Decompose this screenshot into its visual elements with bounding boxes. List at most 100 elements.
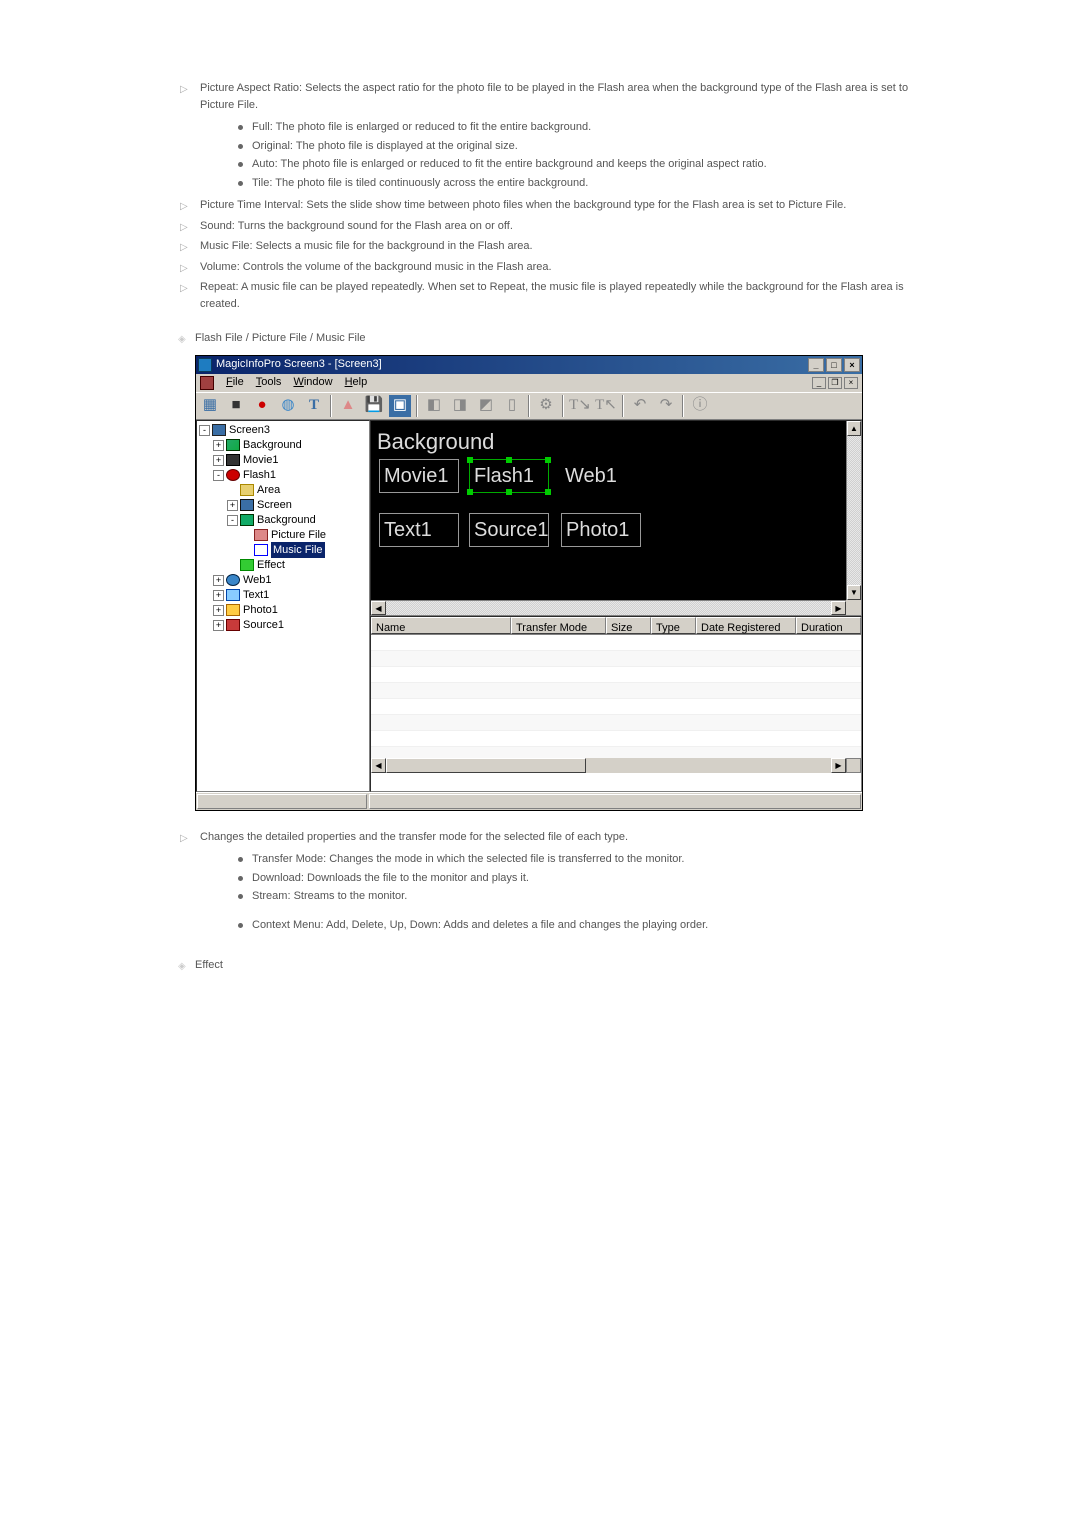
table-row[interactable] xyxy=(371,683,861,699)
tree-node[interactable]: Source1 xyxy=(243,617,284,634)
resize-handle-icon[interactable] xyxy=(506,457,512,463)
tool-text-icon[interactable]: T xyxy=(302,394,326,418)
tool-redo-icon[interactable]: ↷ xyxy=(654,394,678,418)
menu-window[interactable]: Window xyxy=(293,374,332,391)
col-duration[interactable]: Duration xyxy=(796,617,861,634)
canvas-photo-box[interactable]: Photo1 xyxy=(561,513,641,547)
scroll-right-icon[interactable]: ▶ xyxy=(831,758,846,773)
list-item: ▷ Sound: Turns the background sound for … xyxy=(180,218,940,235)
item-text: Music File: Selects a music file for the… xyxy=(200,240,533,252)
list-item: ▷ Volume: Controls the volume of the bac… xyxy=(180,259,940,276)
item-text: Picture Time Interval: Sets the slide sh… xyxy=(200,199,846,211)
screen-icon xyxy=(240,499,254,511)
scroll-left-icon[interactable]: ◀ xyxy=(371,758,386,773)
sub-item: Auto: The photo file is enlarged or redu… xyxy=(238,156,940,173)
text-icon xyxy=(226,589,240,601)
expand-icon[interactable]: + xyxy=(213,575,224,586)
section-heading-effect: ◈ Effect xyxy=(140,957,940,974)
tool-send-backward-icon[interactable]: ◨ xyxy=(448,394,472,418)
bullet-marker-icon: ▷ xyxy=(180,220,188,235)
table-row[interactable] xyxy=(371,731,861,747)
resize-handle-icon[interactable] xyxy=(506,489,512,495)
close-button[interactable]: × xyxy=(844,358,860,372)
table-row[interactable] xyxy=(371,667,861,683)
canvas-source-box[interactable]: Source1 xyxy=(469,513,549,547)
toolbar-separator xyxy=(682,395,684,417)
table-row[interactable] xyxy=(371,651,861,667)
canvas-flash-box[interactable]: Flash1 xyxy=(469,459,549,493)
mdi-close-button[interactable]: × xyxy=(844,377,858,389)
expand-icon[interactable]: + xyxy=(227,500,238,511)
minimize-button[interactable]: _ xyxy=(808,358,824,372)
scroll-down-icon[interactable]: ▼ xyxy=(847,585,861,600)
toolbar-separator xyxy=(562,395,564,417)
menu-file[interactable]: File xyxy=(226,374,244,391)
expand-icon[interactable]: - xyxy=(213,470,224,481)
sub-list: Context Menu: Add, Delete, Up, Down: Add… xyxy=(200,917,940,934)
resize-handle-icon[interactable] xyxy=(545,489,551,495)
bullet-marker-icon: ▷ xyxy=(180,261,188,276)
sub-list: Transfer Mode: Changes the mode in which… xyxy=(200,851,940,905)
table-row[interactable] xyxy=(371,635,861,651)
expand-icon[interactable]: + xyxy=(213,455,224,466)
expand-icon[interactable]: - xyxy=(227,515,238,526)
resize-handle-icon[interactable] xyxy=(545,457,551,463)
tool-settings-icon[interactable]: ⚙ xyxy=(534,394,558,418)
scroll-corner xyxy=(846,600,861,615)
col-transfer[interactable]: Transfer Mode xyxy=(511,617,606,634)
menu-tools[interactable]: Tools xyxy=(256,374,282,391)
table-row[interactable] xyxy=(371,699,861,715)
tool-zoom-in-icon[interactable]: T↘ xyxy=(568,394,592,418)
canvas-movie-box[interactable]: Movie1 xyxy=(379,459,459,493)
tool-bring-front-icon[interactable]: ▯ xyxy=(500,394,524,418)
tool-screen-icon[interactable]: ▦ xyxy=(198,394,222,418)
tool-web-icon[interactable]: ◍ xyxy=(276,394,300,418)
mdi-restore-button[interactable]: ❐ xyxy=(828,377,842,389)
tree-view[interactable]: -Screen3 +Background +Movie1 -Flash1 Are… xyxy=(196,420,370,792)
list-h-scrollbar[interactable]: ◀ ▶ xyxy=(371,758,846,773)
scroll-thumb[interactable] xyxy=(386,758,586,773)
mid-bullet-list: ▷ Changes the detailed properties and th… xyxy=(140,829,940,934)
file-list-view[interactable]: Name Transfer Mode Size Type Date Regist… xyxy=(370,616,862,792)
expand-icon[interactable]: - xyxy=(199,425,210,436)
canvas-v-scrollbar[interactable]: ▲ ▼ xyxy=(846,421,861,600)
app-icon xyxy=(198,358,212,372)
expand-icon[interactable]: + xyxy=(213,590,224,601)
titlebar[interactable]: MagicInfoPro Screen3 - [Screen3] _ □ × xyxy=(196,356,862,374)
tool-flash-icon[interactable]: ● xyxy=(250,394,274,418)
canvas-bg-label: Background xyxy=(377,425,494,458)
expand-icon[interactable]: + xyxy=(213,620,224,631)
canvas-text-box[interactable]: Text1 xyxy=(379,513,459,547)
tool-zoom-out-icon[interactable]: T↖ xyxy=(594,394,618,418)
resize-handle-icon[interactable] xyxy=(467,457,473,463)
expand-icon[interactable]: + xyxy=(213,605,224,616)
tool-undo-icon[interactable]: ↶ xyxy=(628,394,652,418)
menu-help[interactable]: Help xyxy=(345,374,368,391)
col-date[interactable]: Date Registered xyxy=(696,617,796,634)
canvas-area[interactable]: Background Movie1 Flash1 Web1 Text1 Sour… xyxy=(370,420,862,616)
list-item: ▷ Picture Time Interval: Sets the slide … xyxy=(180,197,940,214)
canvas-h-scrollbar[interactable]: ◀ ▶ xyxy=(371,600,846,615)
section-marker-icon: ◈ xyxy=(178,332,186,347)
scroll-right-icon[interactable]: ▶ xyxy=(831,601,846,615)
col-size[interactable]: Size xyxy=(606,617,651,634)
tool-movie-icon[interactable]: ■ xyxy=(224,394,248,418)
expand-icon[interactable]: + xyxy=(213,440,224,451)
col-name[interactable]: Name xyxy=(371,617,511,634)
tool-photo-icon[interactable]: ▲ xyxy=(336,394,360,418)
tool-save-icon[interactable]: 💾 xyxy=(362,394,386,418)
tool-send-back-icon[interactable]: ◧ xyxy=(422,394,446,418)
maximize-button[interactable]: □ xyxy=(826,358,842,372)
col-type[interactable]: Type xyxy=(651,617,696,634)
tool-info-icon[interactable]: ⓘ xyxy=(688,394,712,418)
tool-preview-icon[interactable]: ▣ xyxy=(388,394,412,418)
list-body[interactable]: ◀ ▶ xyxy=(371,635,861,773)
mdi-minimize-button[interactable]: _ xyxy=(812,377,826,389)
status-cell xyxy=(369,794,861,809)
scroll-left-icon[interactable]: ◀ xyxy=(371,601,386,615)
scroll-up-icon[interactable]: ▲ xyxy=(847,421,861,436)
canvas-web-box[interactable]: Web1 xyxy=(561,459,639,493)
resize-handle-icon[interactable] xyxy=(467,489,473,495)
tool-bring-forward-icon[interactable]: ◩ xyxy=(474,394,498,418)
table-row[interactable] xyxy=(371,715,861,731)
